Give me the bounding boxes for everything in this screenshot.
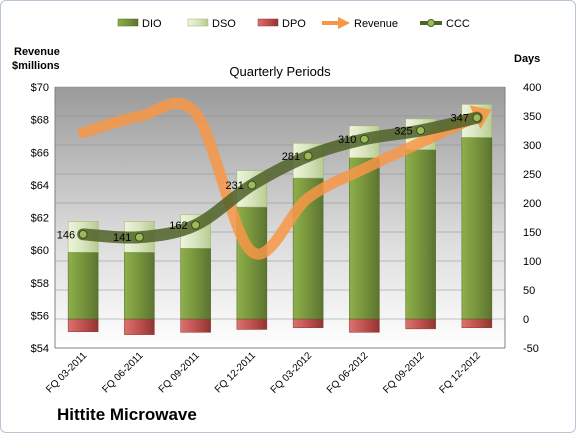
legend-label-dio: DIO <box>142 18 162 30</box>
legend-label-revenue: Revenue <box>354 18 398 30</box>
left-tick-label: $70 <box>31 82 49 94</box>
category-label: FQ 12-2012 <box>437 350 483 396</box>
left-tick-label: $58 <box>31 278 49 290</box>
bar-dpo <box>461 318 493 328</box>
ccc-point <box>416 126 426 135</box>
company-name: Hittite Microwave <box>57 405 197 424</box>
category-label: FQ 06-2011 <box>101 350 146 395</box>
legend-arrow-icon <box>322 17 350 29</box>
bar-dpo <box>236 318 268 330</box>
legend-swatch-dio <box>117 18 139 27</box>
left-tick-label: $56 <box>31 310 49 322</box>
category-label: FQ 06-2012 <box>325 350 371 396</box>
ccc-series <box>77 111 483 244</box>
ccc-point <box>472 113 482 123</box>
bar-dpo <box>124 318 155 335</box>
bar-dpo <box>67 318 99 333</box>
right-tick-label: 150 <box>523 227 541 239</box>
bars <box>67 104 493 335</box>
ccc-data-label: 281 <box>282 151 300 163</box>
left-tick-label: $62 <box>31 213 49 225</box>
ccc-point <box>78 229 88 239</box>
ccc-data-label: 231 <box>226 180 244 192</box>
left-tick-label: $66 <box>31 147 49 159</box>
bar-dio <box>67 252 99 320</box>
ccc-point <box>191 220 201 230</box>
left-axis-title-line1: Revenue <box>14 46 60 58</box>
right-tick-label: 350 <box>523 111 541 123</box>
left-tick-label: $64 <box>31 180 49 192</box>
ccc-data-label: 146 <box>57 229 75 241</box>
legend-label-ccc: CCC <box>446 18 470 30</box>
legend-swatch-dso <box>187 18 209 27</box>
left-tick-label: $68 <box>31 115 49 127</box>
left-axis-title-line2: $millions <box>12 60 60 72</box>
legend: DIO DSO DPO Revenue CCC <box>117 17 470 30</box>
ccc-data-labels: 146 141 162 231 281 310 325 347 <box>57 113 469 244</box>
legend-label-dpo: DPO <box>282 18 306 30</box>
right-tick-label: 400 <box>523 82 541 94</box>
ccc-point <box>247 180 257 190</box>
legend-label-dso: DSO <box>212 18 236 30</box>
right-tick-label: 300 <box>523 140 541 152</box>
category-labels: FQ 03-2011 FQ 06-2011 FQ 09-2011 FQ 12-2011… <box>44 350 483 396</box>
ccc-point <box>359 134 369 144</box>
right-tick-label: 250 <box>523 169 541 181</box>
bar-dio <box>124 252 155 320</box>
bar-dpo <box>405 318 436 330</box>
ccc-point <box>134 232 144 242</box>
ccc-line <box>77 111 483 244</box>
bar-dpo <box>349 318 380 333</box>
bar-dio <box>405 149 436 320</box>
right-axis-ticks: -50 0 50 100 150 200 250 300 350 400 <box>523 82 541 355</box>
bar-dio <box>349 157 380 320</box>
bar-dio <box>180 247 211 320</box>
revenue-line <box>77 97 483 260</box>
bar-dio <box>461 137 493 320</box>
right-tick-label: 200 <box>523 198 541 210</box>
left-tick-label: $60 <box>31 245 49 257</box>
left-tick-label: $54 <box>31 343 49 355</box>
left-axis-ticks: $54 $56 $58 $60 $62 $64 $66 $68 $70 <box>31 82 49 355</box>
right-tick-label: -50 <box>523 343 539 355</box>
ccc-data-label: 141 <box>113 232 131 244</box>
ccc-data-label: 325 <box>394 126 412 138</box>
ccc-data-label: 347 <box>451 113 469 125</box>
legend-swatch-dpo <box>257 18 279 27</box>
right-axis-title: Days <box>514 53 540 65</box>
right-tick-label: 0 <box>523 314 529 326</box>
ccc-data-label: 310 <box>338 134 356 146</box>
right-tick-label: 50 <box>523 285 535 297</box>
category-label: FQ 09-2012 <box>381 350 427 396</box>
ccc-point <box>303 151 313 161</box>
plot-title: Quarterly Periods <box>229 64 331 79</box>
bar-dpo <box>292 318 324 328</box>
bar-dpo <box>180 318 211 333</box>
ccc-data-label: 162 <box>169 220 187 232</box>
category-label: FQ 09-2011 <box>157 350 202 395</box>
right-tick-label: 100 <box>523 256 541 268</box>
category-label: FQ 03-2012 <box>269 350 315 396</box>
category-label: FQ 12-2011 <box>213 350 258 395</box>
legend-line-marker-icon <box>420 19 442 27</box>
category-label: FQ 03-2011 <box>44 350 89 395</box>
